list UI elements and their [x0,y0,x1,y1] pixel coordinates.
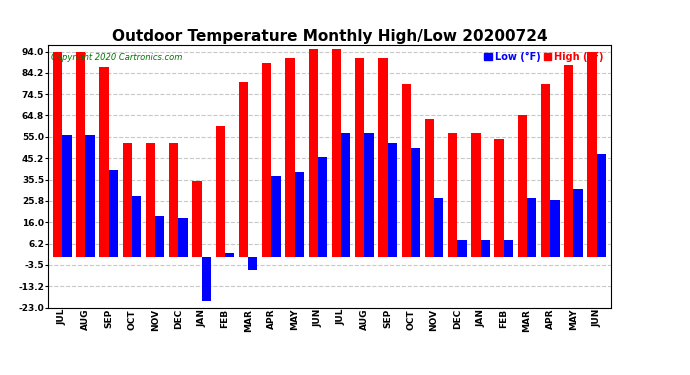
Bar [248,257,257,270]
Bar [332,50,341,257]
Bar [425,119,434,257]
Bar [341,132,351,257]
Bar [564,64,573,257]
Bar [411,148,420,257]
Bar [448,132,457,257]
Bar [550,200,560,257]
Bar [262,63,271,257]
Title: Outdoor Temperature Monthly High/Low 20200724: Outdoor Temperature Monthly High/Low 202… [112,29,547,44]
Bar [99,67,109,257]
Bar [504,240,513,257]
Bar [146,144,155,257]
Bar [471,132,480,257]
Bar [573,189,583,257]
Bar [597,154,606,257]
Bar [201,257,211,301]
Bar [155,216,164,257]
Bar [225,253,234,257]
Bar [295,172,304,257]
Bar [318,157,327,257]
Bar [587,52,597,257]
Bar [457,240,466,257]
Bar [215,126,225,257]
Bar [495,139,504,257]
Bar [480,240,490,257]
Legend: Low (°F), High (°F): Low (°F), High (°F) [482,50,606,64]
Bar [76,52,86,257]
Bar [286,58,295,257]
Bar [132,196,141,257]
Bar [527,198,536,257]
Bar [123,144,132,257]
Bar [62,135,72,257]
Bar [193,181,201,257]
Bar [179,218,188,257]
Bar [271,176,281,257]
Bar [364,132,373,257]
Bar [355,58,364,257]
Bar [308,50,318,257]
Text: Copyright 2020 Cartronics.com: Copyright 2020 Cartronics.com [51,53,182,62]
Bar [402,84,411,257]
Bar [388,144,397,257]
Bar [378,58,388,257]
Bar [53,52,62,257]
Bar [434,198,444,257]
Bar [518,115,527,257]
Bar [169,144,179,257]
Bar [109,170,118,257]
Bar [86,135,95,257]
Bar [239,82,248,257]
Bar [541,84,550,257]
